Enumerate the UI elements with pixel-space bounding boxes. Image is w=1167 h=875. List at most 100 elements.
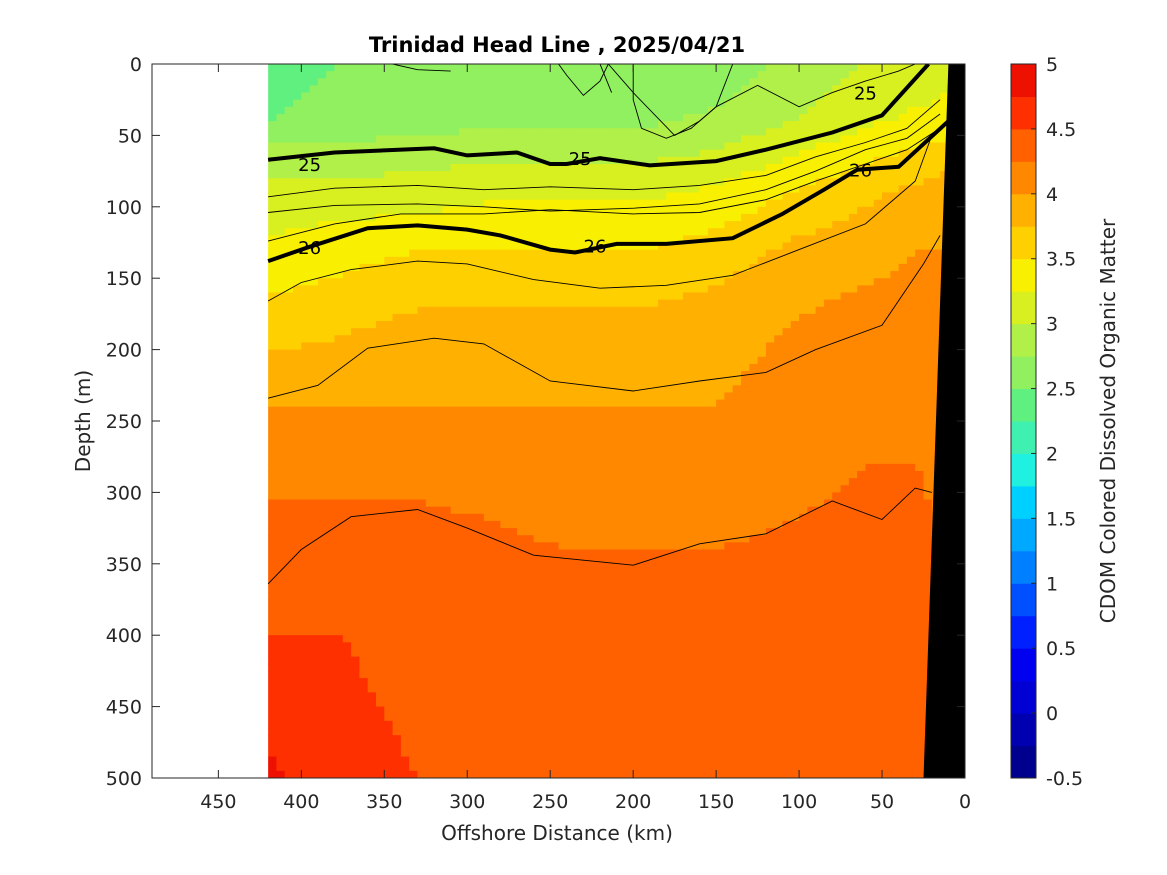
field-cell [940, 106, 950, 115]
field-cell [599, 428, 609, 436]
field-cell [790, 456, 800, 465]
field-cell [284, 306, 294, 315]
field-cell [550, 149, 560, 158]
field-cell [774, 156, 784, 165]
field-cell [541, 306, 551, 315]
field-cell [483, 278, 493, 286]
field-cell [890, 206, 900, 215]
field-cell [915, 306, 925, 315]
field-cell [616, 406, 626, 415]
field-cell [293, 99, 302, 108]
field-cell [691, 485, 701, 493]
field-cell [823, 421, 833, 429]
field-cell [857, 99, 867, 108]
field-cell [400, 278, 410, 286]
field-cell [425, 435, 435, 444]
field-cell [566, 406, 576, 415]
field-cell [326, 421, 336, 429]
field-cell [591, 421, 601, 429]
field-cell [682, 356, 692, 365]
field-cell [342, 71, 352, 79]
field-cell [475, 64, 485, 72]
field-cell [309, 235, 319, 244]
field-cell [342, 78, 352, 87]
field-cell [898, 485, 908, 493]
field-cell [458, 378, 468, 386]
field-cell [467, 142, 477, 151]
field-cell [317, 371, 327, 379]
field-cell [923, 206, 933, 215]
field-cell [666, 492, 676, 501]
field-cell [799, 313, 808, 322]
field-cell [674, 156, 684, 165]
field-cell [682, 142, 692, 151]
field-cell [707, 299, 717, 308]
field-cell [276, 271, 286, 279]
field-cell [517, 163, 526, 172]
field-cell [641, 371, 651, 379]
field-cell [342, 356, 352, 365]
field-cell [674, 428, 684, 436]
field-cell [873, 256, 883, 265]
field-cell [317, 413, 327, 422]
field-cell [915, 456, 925, 465]
field-cell [550, 449, 560, 458]
field-cell [599, 121, 609, 129]
field-cell [351, 299, 360, 308]
field-cell [765, 78, 775, 87]
field-cell [284, 371, 294, 379]
field-cell [351, 92, 360, 101]
field-cell [624, 121, 634, 129]
field-cell [906, 242, 916, 251]
field-cell [765, 413, 775, 422]
field-cell [301, 363, 311, 372]
field-cell [525, 285, 535, 294]
field-cell [848, 271, 858, 279]
field-cell [691, 85, 701, 94]
field-cell [906, 221, 916, 229]
field-cell [915, 449, 925, 458]
field-cell [367, 485, 377, 493]
field-cell [741, 171, 750, 179]
field-cell [583, 392, 593, 401]
field-cell [774, 292, 784, 301]
field-cell [417, 163, 427, 172]
field-cell [583, 278, 593, 286]
field-cell [293, 149, 302, 158]
field-cell [749, 213, 759, 222]
field-cell [342, 385, 352, 394]
field-cell [375, 228, 385, 236]
field-cell [691, 221, 701, 229]
field-cell [848, 256, 858, 265]
field-cell [741, 442, 750, 451]
field-cell [583, 313, 593, 322]
field-cell [691, 399, 701, 408]
field-cell [392, 228, 402, 236]
field-cell [915, 285, 925, 294]
field-cell [434, 335, 443, 344]
field-cell [392, 178, 402, 186]
field-cell [666, 378, 676, 386]
field-cell [624, 256, 634, 265]
field-cell [641, 263, 651, 272]
field-cell [865, 206, 875, 215]
field-cell [599, 85, 609, 94]
field-cell [857, 392, 867, 401]
field-cell [409, 321, 419, 329]
field-cell [923, 242, 933, 251]
field-cell [915, 328, 925, 336]
field-cell [276, 156, 286, 165]
field-cell [317, 385, 327, 394]
field-cell [317, 392, 327, 401]
field-cell [757, 456, 767, 465]
field-cell [724, 256, 734, 265]
field-cell [326, 406, 336, 415]
field-cell [492, 199, 502, 208]
field-cell [840, 113, 850, 122]
field-cell [508, 428, 518, 436]
field-cell [716, 185, 726, 194]
field-cell [641, 306, 651, 315]
field-cell [400, 78, 410, 87]
field-cell [342, 235, 352, 244]
field-cell [583, 342, 593, 351]
